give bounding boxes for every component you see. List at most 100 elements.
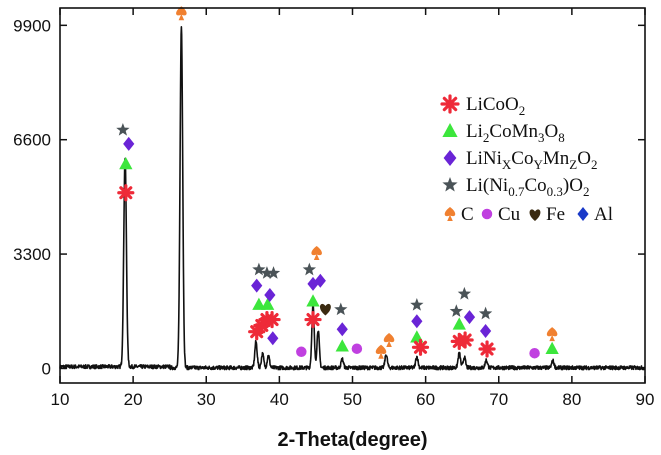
legend-label: LiNiXCoYMnZO2: [466, 148, 597, 172]
circle-marker: [529, 347, 540, 359]
legend-label-part: 3: [538, 130, 545, 145]
diamond-marker: [314, 273, 326, 288]
legend-label-part: Co: [524, 175, 546, 196]
x-tick-label: 60: [416, 390, 435, 409]
triangle-marker: [252, 297, 266, 310]
legend-small-item: Al: [577, 204, 613, 225]
star-marker: [260, 266, 274, 279]
x-axis-title: 2-Theta(degree): [277, 429, 427, 451]
y-tick-label: 6600: [13, 131, 51, 150]
spade-marker: [383, 333, 395, 348]
spade-marker: [311, 246, 322, 261]
legend-label-part: 2: [483, 130, 490, 145]
spade-marker: [375, 344, 387, 359]
star-marker: [334, 302, 348, 316]
legend-label: Li(Ni0.7Co0.3)O2: [466, 175, 589, 199]
legend-label-part: 2: [519, 103, 526, 118]
xrd-line: [59, 25, 646, 371]
asterisk-marker: [411, 338, 430, 356]
x-tick-label: 10: [51, 390, 70, 409]
legend-label-part: 0.7: [508, 184, 525, 199]
legend-item: Li(Ni0.7Co0.3)O2: [442, 175, 589, 199]
triangle-marker: [261, 297, 275, 310]
axes: 10 20 30 40 50 60 70 80 90 0 3300 6600 9900 2-Theta(d…: [13, 7, 655, 451]
x-tick-label: 80: [562, 390, 581, 409]
legend-label-part: Li(Ni: [466, 175, 508, 196]
diamond-marker: [463, 310, 476, 325]
asterisk-marker: [117, 184, 135, 202]
asterisk-marker: [304, 310, 322, 329]
legend-small-label: Al: [594, 204, 613, 225]
x-tick-label: 30: [197, 390, 216, 409]
x-tick-label: 40: [270, 390, 289, 409]
legend-label: LiCoO2: [466, 94, 525, 118]
triangle-marker: [119, 156, 133, 170]
asterisk-marker: [456, 331, 474, 349]
diamond-marker: [411, 314, 423, 329]
diamond-marker: [307, 276, 319, 291]
diamond-marker: [251, 278, 263, 293]
legend-label-part: Z: [569, 157, 577, 172]
x-tick-label: 90: [636, 390, 655, 409]
star-marker: [478, 306, 493, 320]
triangle-marker: [335, 339, 349, 352]
legend-item: Li2CoMn3O8: [442, 121, 565, 145]
legend-label-part: 8: [558, 130, 565, 145]
pattern-layer: [59, 25, 646, 371]
star-marker: [116, 122, 130, 136]
legend-item: LiCoO2: [440, 94, 525, 118]
legend-label-part: CoMn: [489, 121, 538, 142]
asterisk-marker: [263, 310, 281, 329]
circle-marker: [296, 346, 307, 358]
legend-label-part: Co: [511, 148, 533, 169]
heart-legend-icon: [529, 209, 541, 221]
legend-small-item: Cu: [481, 204, 521, 225]
legend-label: Li2CoMn3O8: [466, 121, 565, 145]
legend-label-part: Li: [466, 121, 483, 142]
x-tick-label: 70: [489, 390, 508, 409]
star-legend-icon: [442, 177, 458, 192]
legend-small-label: Fe: [546, 204, 565, 225]
triangle-marker: [452, 317, 466, 330]
x-tick-label: 50: [343, 390, 362, 409]
circle-legend-icon: [481, 208, 493, 220]
legend: LiCoO2Li2CoMn3O8LiNiXCoYMnZO2Li(Ni0.7Co0…: [440, 94, 613, 225]
star-marker: [252, 262, 266, 276]
legend-item: LiNiXCoYMnZO2: [443, 148, 597, 172]
legend-label-part: LiCoO: [466, 94, 519, 115]
diamond-marker: [479, 324, 492, 339]
star-marker: [410, 298, 424, 311]
spade-marker: [546, 327, 558, 342]
legend-label-part: Mn: [543, 148, 570, 169]
circle-marker: [351, 343, 363, 354]
legend-small-item: C: [444, 204, 474, 225]
asterisk-marker: [478, 340, 496, 358]
diamond-marker: [267, 331, 279, 346]
heart-marker: [319, 303, 331, 316]
y-tick-label: 3300: [13, 245, 51, 264]
star-marker: [266, 266, 281, 279]
peak-markers: [116, 6, 559, 359]
diamond-marker: [264, 287, 276, 302]
legend-label-part: Y: [533, 157, 543, 172]
legend-label-part: 2: [583, 184, 590, 199]
triangle-marker: [306, 294, 320, 307]
star-marker: [302, 262, 317, 276]
x-tick-label: 20: [124, 390, 143, 409]
legend-label-part: X: [502, 157, 512, 172]
star-marker: [449, 304, 463, 317]
diamond-marker: [123, 136, 135, 151]
legend-label-part: O: [544, 121, 558, 142]
triangle-legend-icon: [442, 123, 458, 137]
legend-small-label: C: [461, 204, 474, 225]
spade-legend-icon: [444, 207, 456, 221]
legend-label-part: LiNi: [466, 148, 502, 169]
legend-small-label: Cu: [498, 204, 521, 225]
legend-label-part: )O: [563, 175, 583, 196]
legend-label-part: 2: [591, 157, 598, 172]
legend-label-part: O: [577, 148, 591, 169]
legend-label-part: 0.3: [547, 184, 563, 199]
diamond-legend-icon: [443, 150, 457, 166]
diamond-legend-icon: [577, 207, 589, 221]
